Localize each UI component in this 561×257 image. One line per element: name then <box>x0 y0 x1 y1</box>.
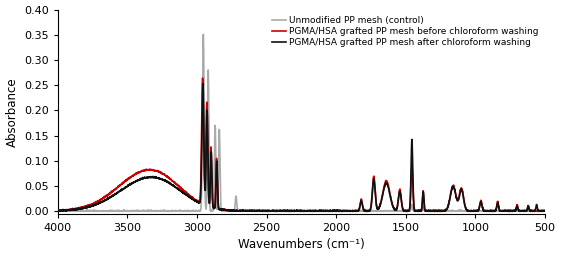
PGMA/HSA grafted PP mesh before chloroform washing <box>54 209 61 212</box>
PGMA/HSA grafted PP mesh before chloroform washing <box>539 210 546 213</box>
Unmodified PP mesh (control) <box>539 210 546 213</box>
PGMA/HSA grafted PP mesh after chloroform washing <box>539 209 546 213</box>
PGMA/HSA grafted PP mesh after chloroform washing <box>54 209 61 212</box>
Unmodified PP mesh (control) <box>54 209 61 213</box>
Unmodified PP mesh (control) <box>167 210 174 213</box>
PGMA/HSA grafted PP mesh before chloroform washing <box>289 210 296 213</box>
Unmodified PP mesh (control) <box>274 209 281 213</box>
PGMA/HSA grafted PP mesh before chloroform washing <box>541 209 548 212</box>
PGMA/HSA grafted PP mesh before chloroform washing <box>274 209 281 212</box>
Unmodified PP mesh (control) <box>162 209 168 213</box>
Unmodified PP mesh (control) <box>200 33 206 36</box>
Line: PGMA/HSA grafted PP mesh after chloroform washing: PGMA/HSA grafted PP mesh after chlorofor… <box>58 84 545 211</box>
Unmodified PP mesh (control) <box>541 209 548 212</box>
Unmodified PP mesh (control) <box>339 210 346 213</box>
PGMA/HSA grafted PP mesh after chloroform washing <box>274 209 281 213</box>
Unmodified PP mesh (control) <box>234 209 241 213</box>
PGMA/HSA grafted PP mesh before chloroform washing <box>162 174 168 177</box>
X-axis label: Wavenumbers (cm⁻¹): Wavenumbers (cm⁻¹) <box>238 238 365 251</box>
Legend: Unmodified PP mesh (control), PGMA/HSA grafted PP mesh before chloroform washing: Unmodified PP mesh (control), PGMA/HSA g… <box>270 14 540 49</box>
PGMA/HSA grafted PP mesh before chloroform washing <box>167 178 174 181</box>
PGMA/HSA grafted PP mesh after chloroform washing <box>162 180 168 183</box>
PGMA/HSA grafted PP mesh after chloroform washing <box>431 210 438 213</box>
PGMA/HSA grafted PP mesh after chloroform washing <box>541 209 548 213</box>
PGMA/HSA grafted PP mesh before chloroform washing <box>199 77 206 80</box>
Y-axis label: Absorbance: Absorbance <box>6 77 19 146</box>
Unmodified PP mesh (control) <box>136 210 142 213</box>
PGMA/HSA grafted PP mesh before chloroform washing <box>136 171 142 174</box>
Line: Unmodified PP mesh (control): Unmodified PP mesh (control) <box>58 34 545 211</box>
PGMA/HSA grafted PP mesh before chloroform washing <box>234 209 241 212</box>
PGMA/HSA grafted PP mesh after chloroform washing <box>136 179 142 182</box>
Line: PGMA/HSA grafted PP mesh before chloroform washing: PGMA/HSA grafted PP mesh before chlorofo… <box>58 78 545 211</box>
PGMA/HSA grafted PP mesh after chloroform washing <box>234 209 241 212</box>
PGMA/HSA grafted PP mesh after chloroform washing <box>167 182 174 185</box>
PGMA/HSA grafted PP mesh after chloroform washing <box>200 82 206 85</box>
